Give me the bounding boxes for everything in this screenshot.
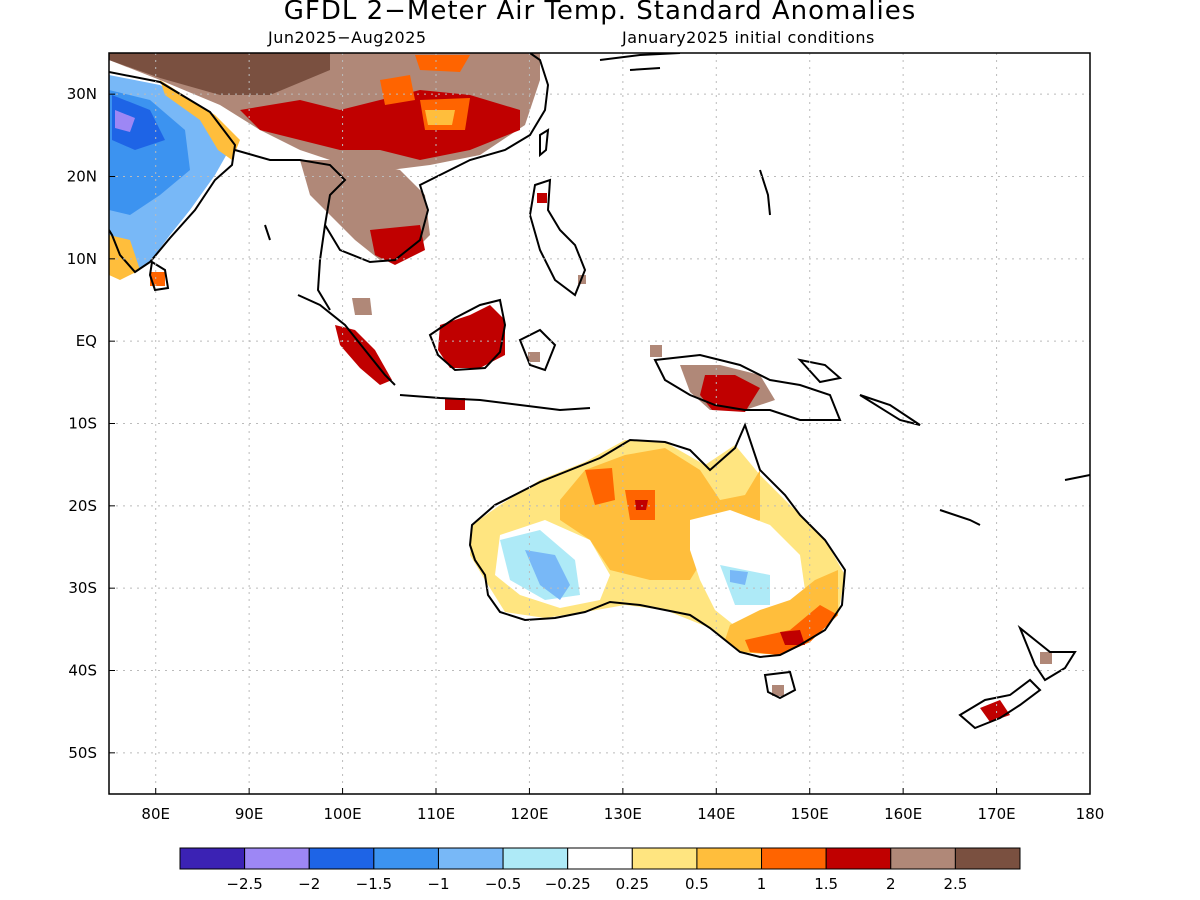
- colorbar-label: 2.5: [943, 875, 967, 893]
- colorbar-swatch: [761, 847, 827, 870]
- lon-tick-label: 80E: [141, 805, 170, 823]
- lon-tick-label: 110E: [417, 805, 455, 823]
- colorbar-label: −1: [427, 875, 449, 893]
- colorbar-label: −0.25: [545, 875, 591, 893]
- new-zealand-warm-region: [980, 700, 1010, 722]
- lon-tick-label: 90E: [235, 805, 264, 823]
- colorbar-swatch: [308, 847, 375, 870]
- colorbar-label: 0.25: [616, 875, 649, 893]
- lon-tick-label: 160E: [884, 805, 922, 823]
- colorbar-label: 0.5: [685, 875, 709, 893]
- colorbar-label: 1.5: [814, 875, 838, 893]
- lat-tick-label: 50S: [68, 744, 97, 762]
- lon-tick-label: 150E: [791, 805, 829, 823]
- lat-tick-label: 20S: [68, 497, 97, 515]
- forecast-period: Jun2025−Aug2025: [268, 28, 427, 47]
- initial-conditions: January2025 initial conditions: [622, 28, 875, 47]
- lon-tick-label: 100E: [324, 805, 362, 823]
- lat-tick-label: 30S: [68, 579, 97, 597]
- colorbar-label: −0.5: [485, 875, 521, 893]
- graticule: [109, 53, 1090, 794]
- map-title: GFDL 2−Meter Air Temp. Standard Anomalie…: [283, 0, 917, 26]
- colorbar-swatch: [179, 847, 246, 870]
- coastlines: [109, 53, 1090, 730]
- colorbar-swatch: [244, 847, 310, 870]
- colorbar-swatch: [696, 847, 763, 870]
- lat-tick-label: 40S: [68, 662, 97, 680]
- colorbar: −2.5 −2 −1.5 −1 −0.5 −0.25 0.25 0.5 1 1.5 2 2.5: [179, 847, 1021, 893]
- colorbar-label: 1: [757, 875, 767, 893]
- colorbar-swatch: [437, 847, 504, 870]
- colorbar-swatch: [825, 847, 892, 870]
- lon-tick-label: 140E: [697, 805, 735, 823]
- colorbar-label: −2: [298, 875, 320, 893]
- colorbar-swatch: [954, 847, 1021, 870]
- anomaly-fields: [109, 53, 1052, 722]
- colorbar-swatch: [631, 847, 698, 870]
- colorbar-label: −1.5: [356, 875, 392, 893]
- colorbar-label: −2.5: [226, 875, 262, 893]
- lat-tick-label: 10N: [67, 250, 97, 268]
- lon-tick-label: 120E: [510, 805, 548, 823]
- axis-labels: 30N 20N 10N EQ 10S 20S 30S 40S 50S 80E 90E 100E 110E…: [67, 85, 1105, 823]
- colorbar-swatch: [567, 847, 633, 870]
- lat-tick-label: 10S: [68, 415, 97, 433]
- borneo-warm-region: [438, 305, 505, 368]
- colorbar-label: 2: [886, 875, 896, 893]
- lat-tick-label: EQ: [76, 332, 97, 350]
- lon-tick-label: 180: [1076, 805, 1105, 823]
- lat-tick-label: 20N: [67, 168, 97, 186]
- colorbar-swatch: [373, 847, 439, 870]
- colorbar-swatch: [890, 847, 956, 870]
- lon-tick-label: 130E: [604, 805, 642, 823]
- colorbar-swatch: [502, 847, 569, 870]
- lon-tick-label: 170E: [978, 805, 1016, 823]
- lat-tick-label: 30N: [67, 85, 97, 103]
